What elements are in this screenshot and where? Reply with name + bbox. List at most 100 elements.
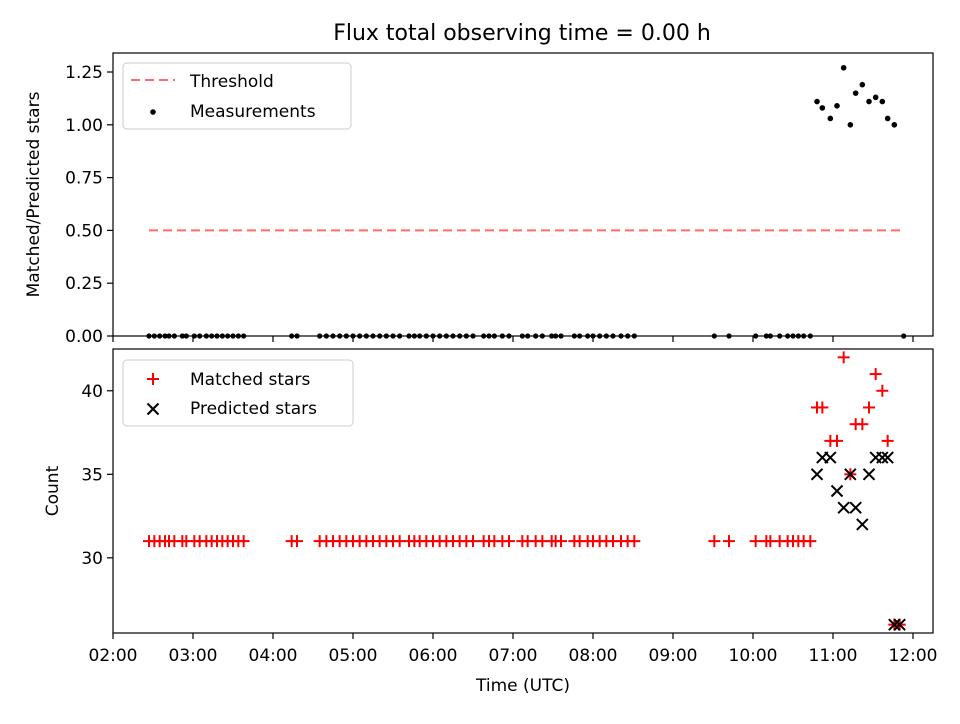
measurement-point (533, 333, 539, 339)
measurement-point (610, 333, 616, 339)
matched-star-point (831, 434, 843, 447)
measurement-point (209, 333, 215, 339)
measurement-point (879, 98, 886, 105)
measurement-point (785, 333, 791, 339)
measurement-point (390, 333, 396, 339)
marker-d2 (862, 468, 876, 481)
measurement-point (486, 333, 492, 339)
measurement-point (430, 333, 436, 339)
matched-star-point (863, 401, 875, 414)
marker-d2 (856, 518, 869, 531)
measurement-point (383, 333, 389, 339)
matched-star-point (723, 535, 735, 548)
measurement-point (411, 333, 417, 339)
measurement-point (506, 333, 512, 339)
measurement-point (577, 333, 583, 339)
measurement-point (726, 333, 732, 339)
measurement-point (859, 81, 866, 88)
measurement-point (753, 333, 759, 339)
measurement-point (571, 333, 577, 339)
measurement-point (406, 333, 412, 339)
legend-predicted-swatch (146, 402, 160, 416)
measurement-point (590, 333, 596, 339)
predicted-star-point (837, 501, 850, 514)
bottom-xtick-label: 02:00 (89, 646, 138, 666)
predicted-star-point (881, 451, 894, 464)
measurement-point (317, 333, 323, 339)
measurement-point (711, 333, 717, 339)
bottom-xtick-label: 04:00 (249, 646, 298, 666)
top-ytick-label: 1.00 (65, 116, 103, 136)
bottom-axes-frame (112, 348, 934, 634)
measurement-point (872, 94, 879, 101)
measurement-point (289, 333, 295, 339)
measurement-point (491, 333, 497, 339)
bottom-xtick-label: 11:00 (809, 646, 858, 666)
legend-matched-swatch (147, 373, 159, 385)
x-axis-label: Time (UTC) (475, 676, 570, 696)
measurement-point (866, 98, 872, 105)
measurement-point (499, 333, 505, 339)
measurement-point (625, 333, 631, 339)
matched-star-point (628, 535, 641, 548)
measurement-point (417, 333, 423, 339)
measurement-point (191, 333, 197, 339)
measurement-point (370, 333, 376, 339)
marker-d2 (888, 618, 901, 631)
measurement-point (225, 333, 231, 339)
matched-star-point (291, 535, 303, 548)
bottom-xtick-label: 12:00 (889, 646, 938, 666)
measurement-point (294, 333, 300, 339)
measurement-point (350, 333, 356, 339)
matched-star-point (467, 535, 479, 548)
marker-d2 (849, 501, 862, 514)
measurement-point (377, 333, 383, 339)
bottom-legend: Matched stars Predicted stars (122, 359, 354, 427)
measurement-point (235, 333, 241, 339)
legend-measurements-swatch (150, 109, 156, 115)
matched-star-point (237, 535, 250, 548)
measurement-point (337, 333, 343, 339)
bottom-legend-box (122, 359, 354, 427)
marker-d2 (881, 451, 894, 464)
legend-measurements-label: Measurements (190, 102, 316, 122)
predicted-star-point (849, 501, 862, 514)
measurement-point (183, 333, 189, 339)
measurement-point (525, 333, 531, 339)
bottom-y-axis-label: Count (43, 465, 63, 516)
bottom-xtick-label: 06:00 (409, 646, 458, 666)
marker-d2 (844, 468, 857, 481)
measurement-point (481, 333, 487, 339)
matched-star-point (749, 535, 762, 548)
measurement-point (443, 333, 449, 339)
bottom-ytick-label: 30 (81, 549, 103, 569)
measurement-point (179, 333, 185, 339)
measurement-point (767, 333, 773, 339)
top-ytick-label: 0.50 (65, 221, 103, 241)
top-ytick-label: 1.25 (65, 63, 103, 83)
chart-title: Flux total observing time = 0.00 h (333, 21, 711, 46)
measurement-point (840, 64, 847, 71)
measurement-point (847, 122, 854, 128)
bottom-ytick-label: 40 (81, 382, 103, 402)
bottom-xtick-label: 03:00 (169, 646, 218, 666)
legend-matched-label: Matched stars (190, 370, 310, 390)
measurement-point (463, 333, 469, 339)
measurement-point (777, 333, 783, 339)
marker-d2 (893, 618, 906, 631)
measurement-point (219, 333, 225, 339)
measurement-point (801, 333, 807, 339)
matched-star-point (804, 535, 817, 548)
measurement-point (457, 333, 463, 339)
marker-d2 (837, 501, 850, 514)
matched-star-point (856, 418, 869, 431)
measurement-point (539, 333, 545, 339)
measurement-point (323, 333, 329, 339)
measurement-point (549, 333, 555, 339)
measurement-point (814, 98, 820, 105)
measurement-point (151, 333, 157, 339)
measurement-point (795, 333, 801, 339)
marker-d2 (810, 468, 824, 481)
measurement-point (162, 333, 168, 339)
